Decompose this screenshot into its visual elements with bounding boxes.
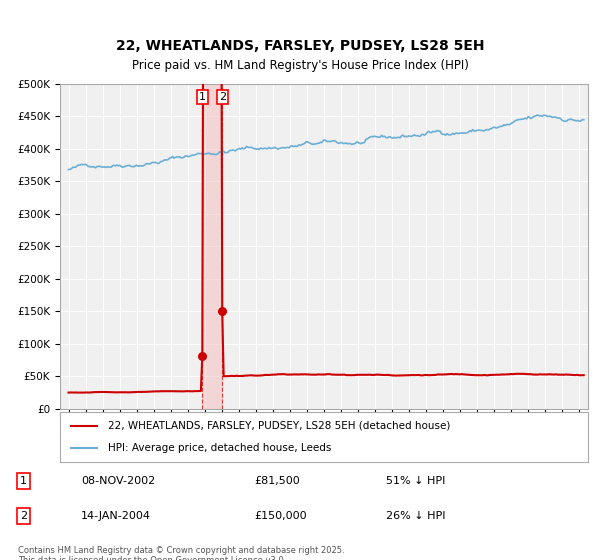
- Text: 22, WHEATLANDS, FARSLEY, PUDSEY, LS28 5EH: 22, WHEATLANDS, FARSLEY, PUDSEY, LS28 5E…: [116, 39, 484, 53]
- Bar: [202, 84, 223, 409]
- Text: £81,500: £81,500: [254, 476, 299, 486]
- Text: 51% ↓ HPI: 51% ↓ HPI: [386, 476, 446, 486]
- Text: Contains HM Land Registry data © Crown copyright and database right 2025.
This d: Contains HM Land Registry data © Crown c…: [18, 546, 344, 560]
- Text: 1: 1: [20, 476, 27, 486]
- Point: [218, 307, 227, 316]
- Text: 08-NOV-2002: 08-NOV-2002: [81, 476, 155, 486]
- Text: 2: 2: [20, 511, 27, 521]
- Text: Price paid vs. HM Land Registry's House Price Index (HPI): Price paid vs. HM Land Registry's House …: [131, 59, 469, 72]
- Text: 14-JAN-2004: 14-JAN-2004: [81, 511, 151, 521]
- Text: HPI: Average price, detached house, Leeds: HPI: Average price, detached house, Leed…: [107, 443, 331, 453]
- Text: 1: 1: [199, 92, 206, 102]
- Text: 22, WHEATLANDS, FARSLEY, PUDSEY, LS28 5EH (detached house): 22, WHEATLANDS, FARSLEY, PUDSEY, LS28 5E…: [107, 421, 450, 431]
- Text: 2: 2: [219, 92, 226, 102]
- Text: 26% ↓ HPI: 26% ↓ HPI: [386, 511, 446, 521]
- Text: £150,000: £150,000: [254, 511, 307, 521]
- Point: [197, 351, 207, 360]
